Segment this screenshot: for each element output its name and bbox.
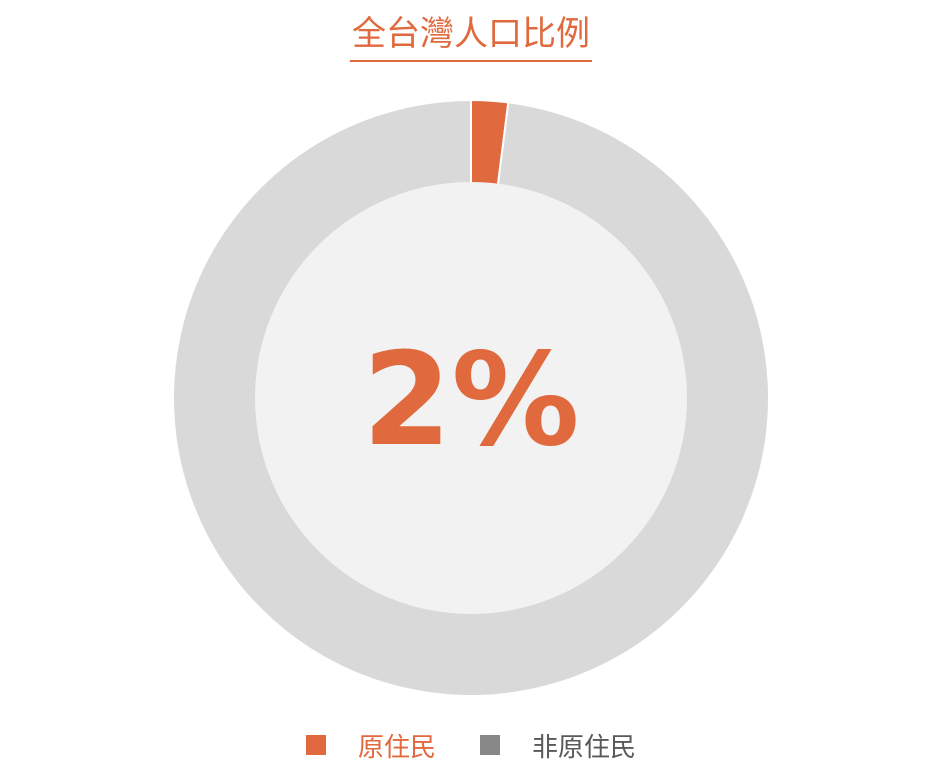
legend-label-indigenous: 原住民 xyxy=(357,732,436,763)
chart-legend: 原住民 非原住民 xyxy=(0,722,942,768)
legend-swatch-non-indigenous xyxy=(480,735,500,755)
legend-item-indigenous: 原住民 xyxy=(305,727,436,764)
legend-swatch-indigenous xyxy=(305,735,326,755)
chart-title-text: 全台灣人口比例 xyxy=(350,10,592,62)
legend-item-non-indigenous: 非原住民 xyxy=(480,727,636,764)
chart-title: 全台灣人口比例 xyxy=(0,10,942,62)
donut-hole xyxy=(255,182,687,614)
legend-label-non-indigenous: 非原住民 xyxy=(532,732,637,763)
center-percent-label: 2% xyxy=(362,326,579,475)
